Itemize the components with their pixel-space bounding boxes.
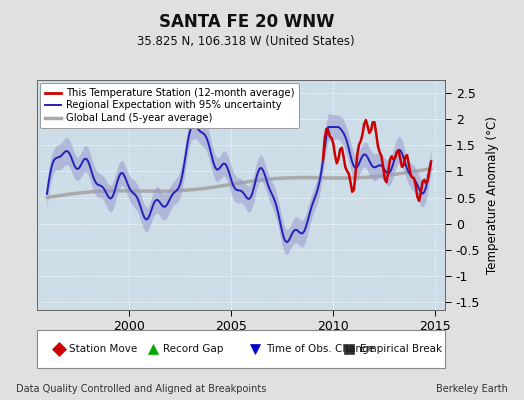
FancyBboxPatch shape (37, 330, 445, 368)
Text: Data Quality Controlled and Aligned at Breakpoints: Data Quality Controlled and Aligned at B… (16, 384, 266, 394)
Text: SANTA FE 20 WNW: SANTA FE 20 WNW (159, 13, 334, 31)
Text: Empirical Break: Empirical Break (359, 344, 442, 354)
Text: 35.825 N, 106.318 W (United States): 35.825 N, 106.318 W (United States) (137, 36, 355, 48)
Text: Time of Obs. Change: Time of Obs. Change (266, 344, 375, 354)
Y-axis label: Temperature Anomaly (°C): Temperature Anomaly (°C) (486, 116, 499, 274)
Text: Station Move: Station Move (69, 344, 138, 354)
Text: Berkeley Earth: Berkeley Earth (436, 384, 508, 394)
Legend: This Temperature Station (12-month average), Regional Expectation with 95% uncer: This Temperature Station (12-month avera… (40, 83, 299, 128)
Text: Record Gap: Record Gap (163, 344, 224, 354)
